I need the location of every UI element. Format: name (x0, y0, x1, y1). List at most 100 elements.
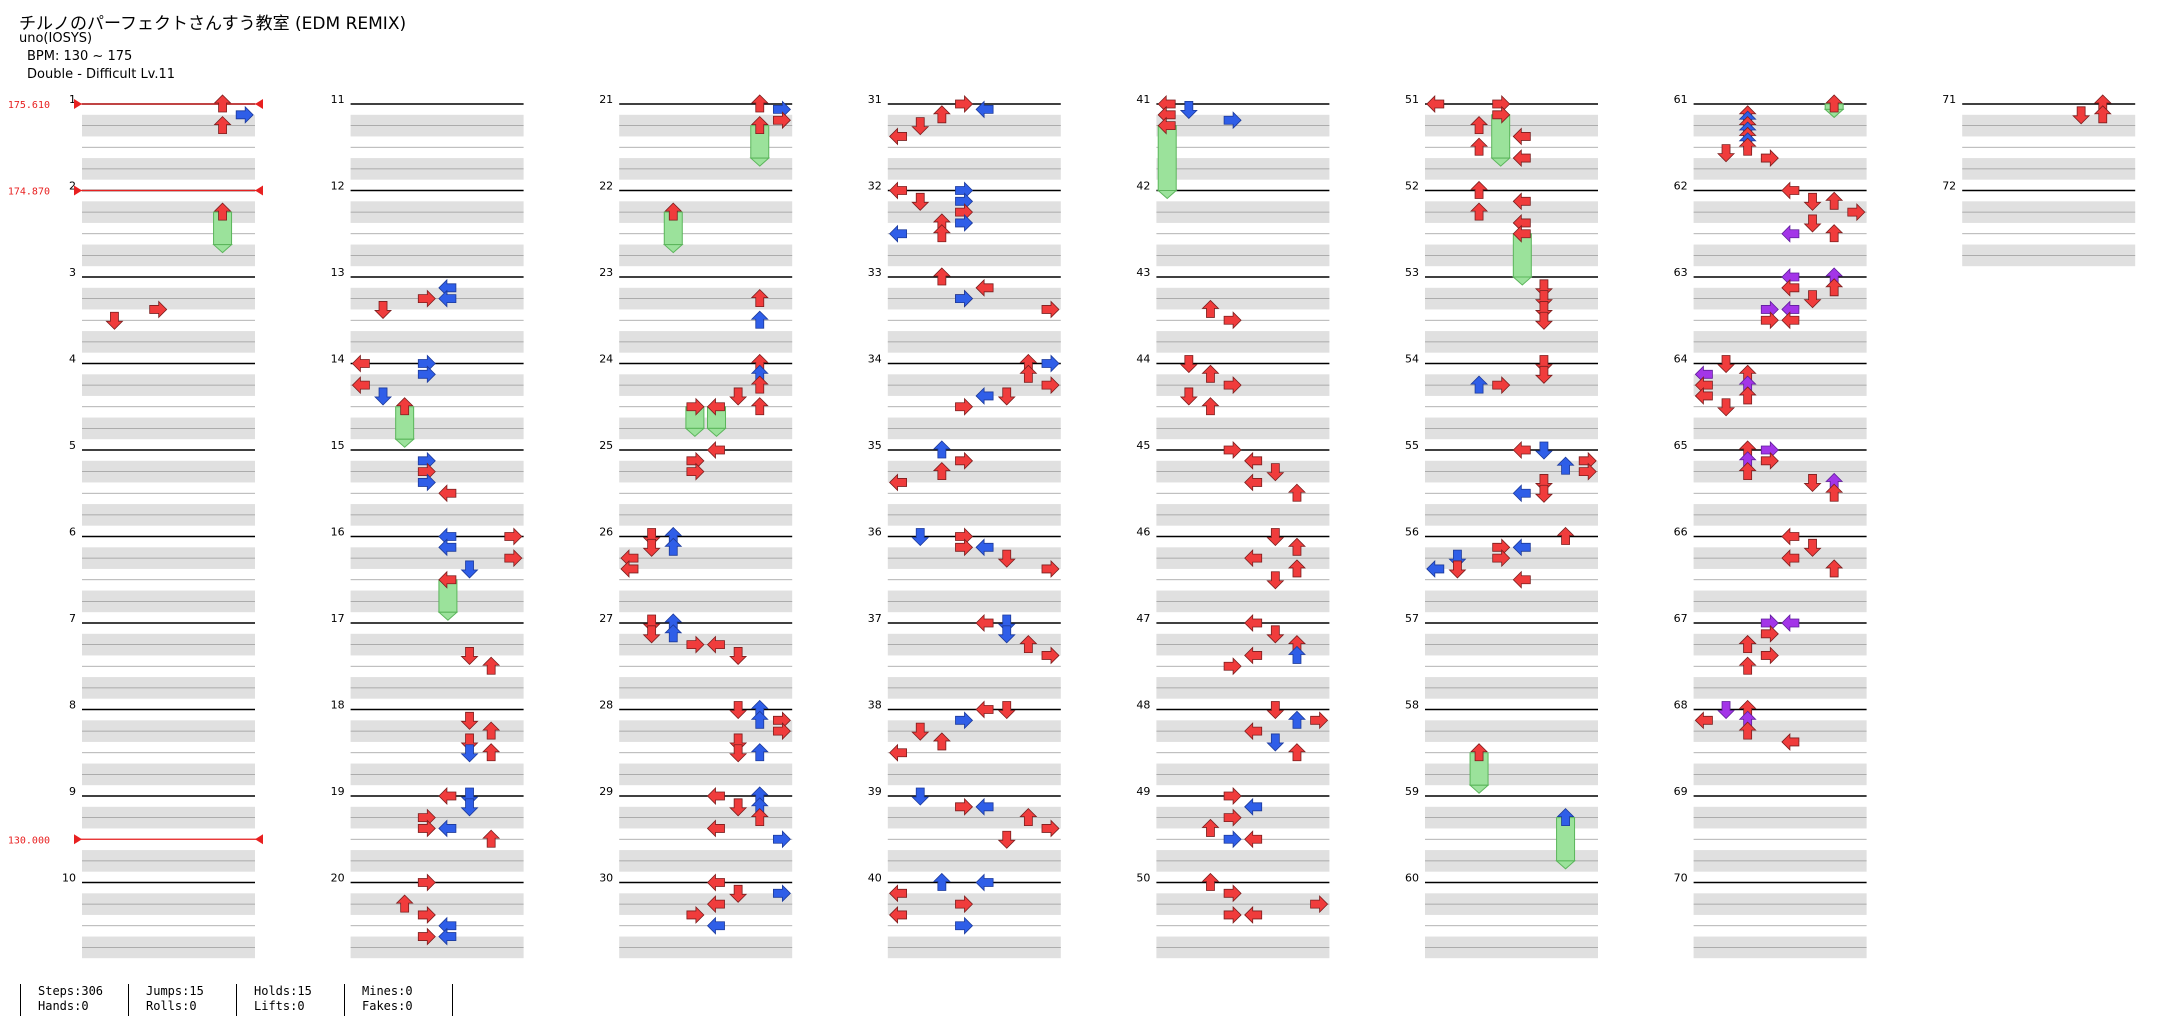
measure-number: 42 (1136, 180, 1150, 193)
step-arrow (1512, 441, 1531, 459)
step-arrow (1803, 214, 1822, 233)
step-arrow (1244, 905, 1263, 924)
measure-number: 58 (1405, 699, 1419, 712)
measure-number: 15 (331, 439, 345, 452)
step-arrow (750, 743, 769, 762)
step-arrow (482, 656, 501, 675)
measure-number: 65 (1674, 439, 1688, 452)
step-arrow (1223, 808, 1242, 827)
step-arrow (1223, 311, 1242, 330)
step-arrow (504, 527, 523, 546)
step-chart: 1234567891011121314151617181920212223242… (8, 93, 2136, 959)
step-arrow (750, 116, 769, 135)
step-arrow (889, 884, 908, 903)
hold-body (1512, 233, 1532, 278)
measure-number: 67 (1674, 612, 1688, 625)
step-arrow (1781, 224, 1800, 243)
step-arrow (706, 819, 725, 838)
measure-number: 36 (868, 526, 882, 539)
step-arrow (438, 570, 457, 589)
step-arrow (1287, 559, 1306, 578)
stats-mines-fakes: Mines:0 Fakes:0 (344, 984, 413, 1016)
step-arrow (1244, 451, 1263, 470)
measure-number: 41 (1136, 93, 1150, 106)
step-arrow (1781, 732, 1800, 751)
measure-number: 52 (1405, 180, 1419, 193)
step-arrow (213, 116, 232, 135)
step-arrow (1266, 571, 1285, 590)
step-arrow (460, 798, 479, 817)
step-arrow (1244, 549, 1263, 568)
step-arrow (997, 387, 1016, 406)
measure-number: 69 (1674, 785, 1688, 798)
step-arrow (997, 549, 1016, 568)
measure-number: 54 (1405, 353, 1419, 366)
step-arrow (1041, 354, 1060, 373)
measure-number: 28 (599, 699, 613, 712)
step-arrow (997, 701, 1016, 720)
step-arrow (1694, 711, 1713, 730)
song-title: チルノのパーフェクトさんすう教室 (EDM REMIX) (19, 14, 407, 34)
step-arrow (1512, 127, 1531, 146)
measure-number: 68 (1674, 699, 1688, 712)
step-arrow (1781, 614, 1800, 632)
step-arrow (1738, 635, 1757, 654)
step-arrow (1223, 787, 1242, 805)
step-arrow (889, 127, 908, 146)
measure-number: 38 (868, 699, 882, 712)
step-arrow (1470, 375, 1489, 394)
measure-number: 29 (599, 785, 613, 798)
step-arrow (1717, 701, 1736, 720)
hold-end (1156, 190, 1178, 200)
lifts-count: Lifts:0 (254, 999, 305, 1013)
step-arrow (417, 365, 436, 384)
step-arrow (664, 624, 683, 643)
step-arrow (374, 387, 393, 406)
step-arrow (504, 549, 523, 568)
stats-end-divider (452, 984, 453, 1016)
step-arrow (1223, 884, 1242, 903)
difficulty-label: Double - Difficult Lv.11 (27, 67, 176, 82)
step-arrow (235, 105, 254, 124)
step-arrow (1738, 462, 1757, 481)
step-arrow (1738, 656, 1757, 675)
step-arrow (1244, 646, 1263, 665)
bpm-marker-right (255, 99, 263, 109)
step-arrow (1266, 733, 1285, 752)
step-arrow (1310, 711, 1329, 730)
step-arrow (417, 819, 436, 838)
fakes-count: Fakes:0 (362, 999, 413, 1013)
step-arrow (1157, 95, 1176, 113)
step-arrow (1470, 180, 1489, 199)
step-arrow (889, 473, 908, 492)
step-arrow (706, 441, 725, 459)
step-arrow (1041, 646, 1060, 665)
step-arrow (438, 484, 457, 503)
measure-number: 23 (599, 266, 613, 279)
step-arrow (1179, 101, 1198, 119)
step-arrow (1512, 192, 1531, 211)
step-arrow (1179, 355, 1198, 374)
step-arrow (729, 798, 748, 817)
step-arrow (1179, 387, 1198, 406)
step-arrow (1738, 386, 1757, 405)
step-arrow (2072, 106, 2091, 125)
step-arrow (911, 117, 930, 136)
hold-end (1511, 276, 1533, 286)
step-arrow (213, 94, 232, 113)
step-arrow (395, 894, 414, 913)
step-arrow (1470, 202, 1489, 221)
step-arrow (686, 462, 705, 481)
jumps-count: Jumps:15 (146, 984, 204, 998)
step-arrow (1426, 559, 1445, 578)
step-arrow (351, 354, 370, 373)
step-arrow (932, 462, 951, 481)
step-arrow (975, 386, 994, 405)
step-arrow (1803, 290, 1822, 309)
step-arrow (1781, 549, 1800, 568)
step-arrow (2093, 105, 2112, 124)
measure-number: 43 (1136, 266, 1150, 279)
step-arrow (932, 224, 951, 243)
step-arrow (1803, 538, 1822, 557)
measure-number: 49 (1136, 785, 1150, 798)
